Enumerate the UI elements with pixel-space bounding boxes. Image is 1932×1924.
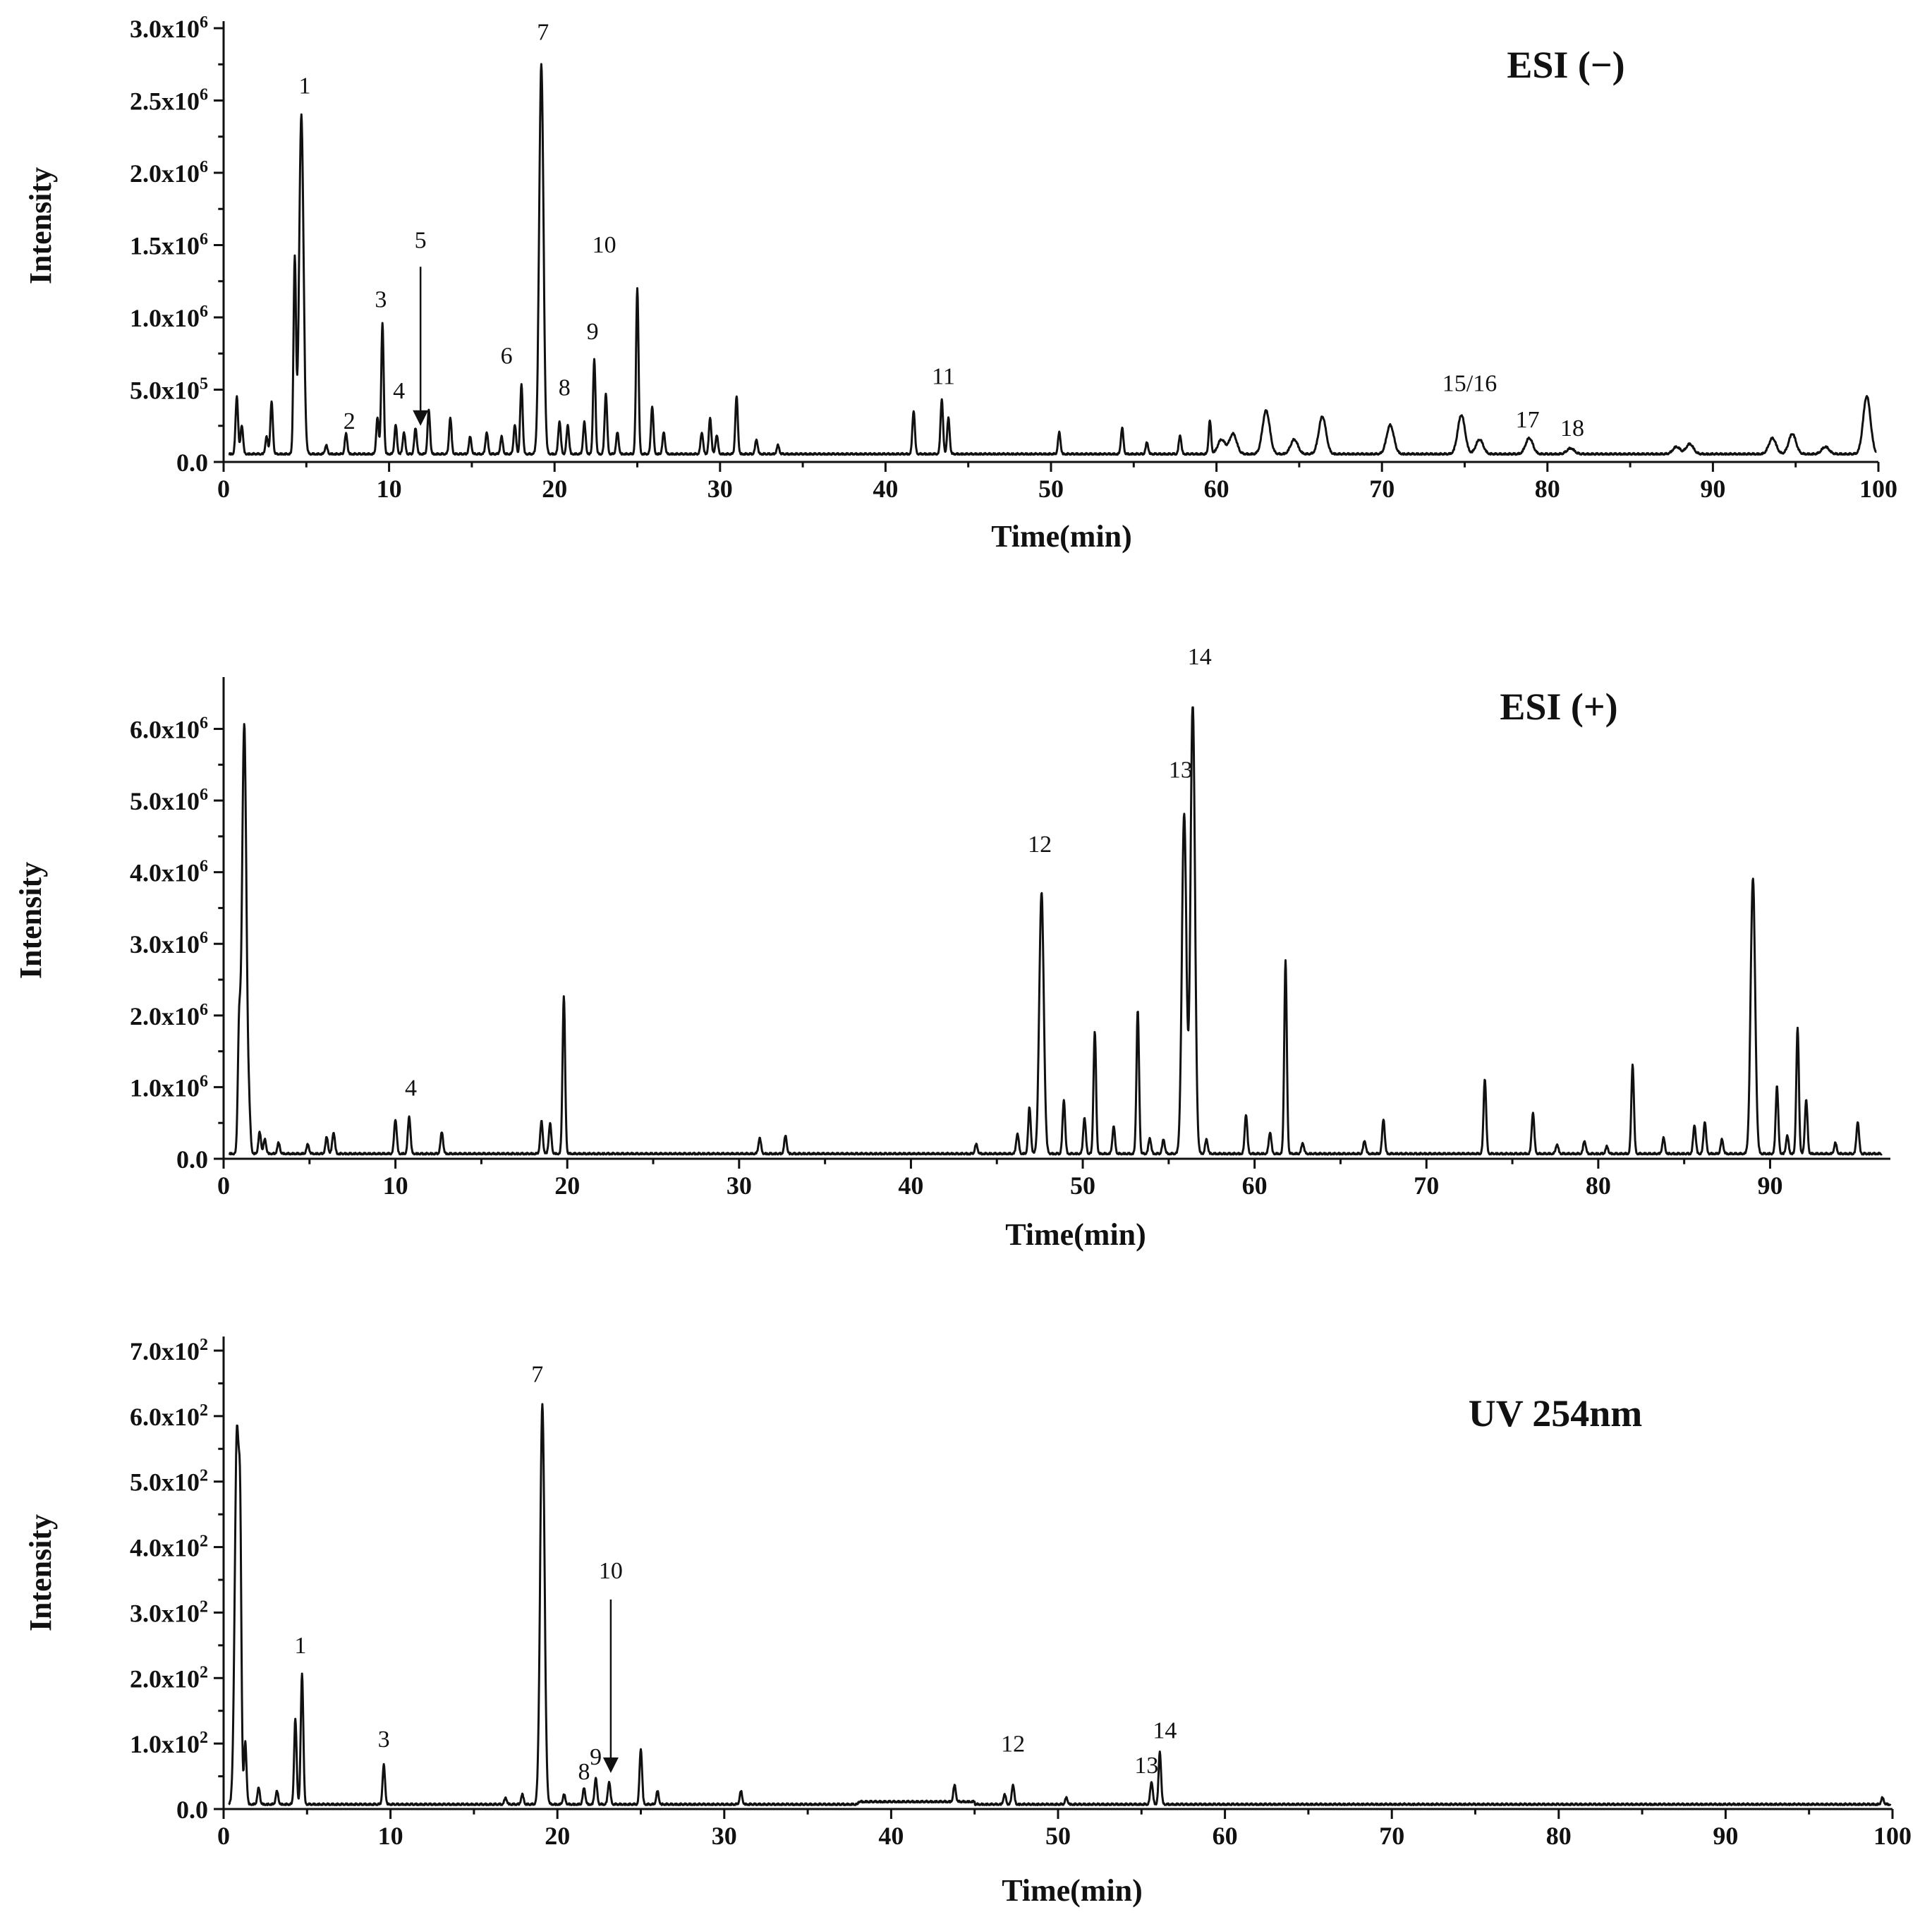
chromatogram-trace [228, 1403, 1892, 1806]
x-tick-label: 100 [1873, 1822, 1912, 1850]
peak-label: 8 [578, 1759, 590, 1785]
y-tick-label: 4.0x102 [130, 1533, 208, 1562]
peak-label: 12 [1028, 832, 1052, 858]
y-tick-label: 3.0x106 [130, 929, 208, 958]
peak-label: 14 [1153, 1718, 1177, 1744]
peak-label: 9 [590, 1744, 602, 1770]
peak-label: 6 [501, 343, 513, 370]
uv-254nm-panel: UV 254nm Intensity Time(min) 0 10 20 30 40 50… [23, 1336, 1912, 1908]
peak-label: 17 [1516, 407, 1540, 433]
peak-label: 5 [415, 228, 427, 254]
x-tick-label: 50 [1045, 1822, 1071, 1850]
peak-label: 15/16 [1442, 371, 1497, 397]
esi-negative-panel: ESI (−) Intensity Time(min) 0 10 20 30 40 50 6… [23, 13, 1897, 554]
peak-label: 1 [294, 1633, 306, 1659]
x-tick-label: 70 [1379, 1822, 1404, 1850]
x-tick-label: 0 [217, 1171, 230, 1200]
peak-label: 10 [599, 1558, 623, 1584]
x-tick-label: 40 [898, 1171, 923, 1200]
panel-title: ESI (+) [1500, 686, 1617, 728]
peak-label: 13 [1134, 1753, 1158, 1779]
x-tick-label: 50 [1070, 1171, 1095, 1200]
y-tick-label: 5.0x102 [130, 1467, 208, 1497]
peak-label: 7 [531, 1362, 543, 1388]
esi-positive-panel: ESI (+) Intensity Time(min) 0 10 20 30 40 50 6… [13, 644, 1890, 1252]
y-tick-label: 1.0x106 [130, 1072, 208, 1102]
chromatogram-trace [228, 706, 1883, 1156]
y-tick-label: 5.0x106 [130, 786, 208, 815]
y-tick-label: 6.0x106 [130, 714, 208, 743]
chromatogram-trace [228, 63, 1877, 456]
x-tick-label: 90 [1700, 475, 1725, 503]
peak-label: 8 [559, 375, 571, 401]
y-tick-label: 3.0x102 [130, 1597, 208, 1627]
peak-label: 7 [537, 19, 549, 45]
y-tick-label: 2.5x106 [130, 86, 208, 116]
peak-arrow-head [602, 1757, 619, 1773]
y-tick-label: 0.0 [176, 1145, 208, 1174]
peak-arrow-head [413, 410, 429, 426]
x-tick-label: 50 [1038, 475, 1064, 503]
peak-label: 1 [298, 73, 310, 99]
y-tick-label: 3.0x106 [130, 13, 208, 43]
y-axis-title: Intensity [23, 167, 58, 284]
x-tick-label: 30 [707, 475, 733, 503]
peak-label: 4 [405, 1076, 417, 1102]
x-tick-label: 80 [1546, 1822, 1572, 1850]
x-tick-label: 100 [1859, 475, 1897, 503]
x-tick-label: 20 [545, 1822, 570, 1850]
y-tick-label: 1.0x102 [130, 1729, 208, 1758]
y-tick-label: 2.0x102 [130, 1663, 208, 1693]
x-tick-label: 10 [378, 1822, 403, 1850]
x-tick-label: 90 [1757, 1171, 1782, 1200]
peak-label: 2 [344, 408, 356, 434]
y-tick-label: 1.0x106 [130, 303, 208, 332]
x-tick-label: 80 [1586, 1171, 1611, 1200]
x-axis-title: Time(min) [1005, 1217, 1146, 1252]
peak-label: 4 [393, 378, 405, 404]
x-tick-label: 40 [878, 1822, 904, 1850]
y-tick-label: 1.5x106 [130, 231, 208, 260]
peak-label: 18 [1560, 415, 1584, 442]
x-tick-label: 40 [873, 475, 898, 503]
peak-label: 3 [375, 287, 387, 313]
x-tick-label: 20 [554, 1171, 580, 1200]
peak-label: 9 [587, 319, 599, 345]
x-tick-label: 0 [217, 1822, 230, 1850]
x-tick-label: 70 [1414, 1171, 1439, 1200]
x-tick-label: 60 [1204, 475, 1229, 503]
y-tick-label: 7.0x102 [130, 1336, 208, 1365]
x-tick-label: 30 [727, 1171, 752, 1200]
peak-label: 10 [593, 232, 616, 258]
x-tick-label: 80 [1535, 475, 1560, 503]
x-tick-label: 70 [1369, 475, 1395, 503]
y-tick-label: 2.0x106 [130, 1001, 208, 1030]
x-tick-label: 60 [1213, 1822, 1238, 1850]
peak-label: 12 [1001, 1731, 1025, 1757]
y-tick-label: 0.0 [176, 449, 208, 477]
x-tick-label: 10 [383, 1171, 408, 1200]
x-tick-label: 90 [1713, 1822, 1738, 1850]
x-tick-label: 0 [217, 475, 230, 503]
x-tick-label: 60 [1242, 1171, 1268, 1200]
panel-title: ESI (−) [1507, 44, 1624, 86]
y-tick-label: 0.0 [176, 1796, 208, 1824]
peak-label: 11 [932, 363, 955, 389]
y-axis-title: Intensity [13, 862, 48, 979]
y-tick-label: 5.0x105 [130, 375, 208, 405]
peak-label: 14 [1188, 644, 1212, 670]
y-tick-label: 6.0x102 [130, 1401, 208, 1431]
x-axis-title: Time(min) [991, 519, 1132, 554]
x-axis-title: Time(min) [1002, 1873, 1143, 1908]
peak-label: 3 [378, 1727, 390, 1753]
panel-title: UV 254nm [1469, 1392, 1643, 1435]
peak-label: 13 [1169, 757, 1193, 784]
x-tick-label: 20 [542, 475, 567, 503]
x-tick-label: 10 [377, 475, 402, 503]
y-tick-label: 2.0x106 [130, 158, 208, 188]
x-tick-label: 30 [712, 1822, 737, 1850]
y-axis-title: Intensity [23, 1514, 58, 1631]
y-tick-label: 4.0x106 [130, 858, 208, 887]
